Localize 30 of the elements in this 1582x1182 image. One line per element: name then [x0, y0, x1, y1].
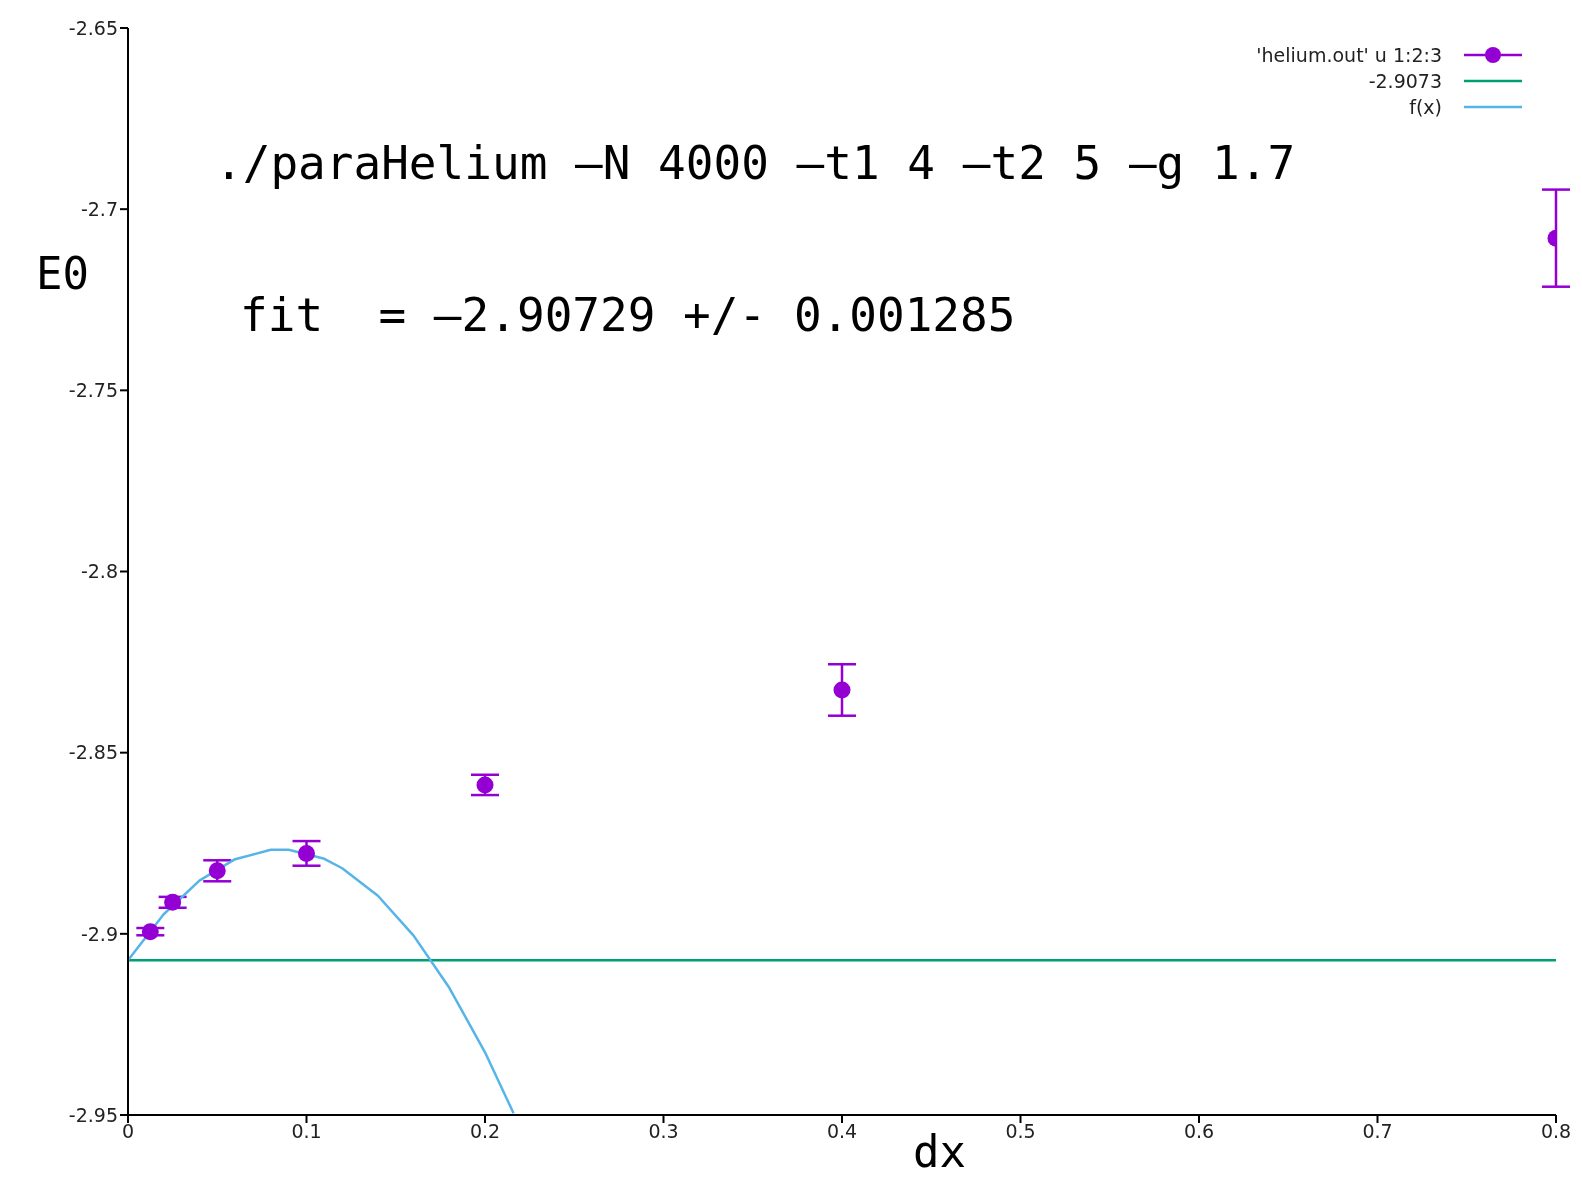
- legend-label: 'helium.out' u 1:2:3: [1256, 44, 1442, 66]
- point: [298, 844, 315, 862]
- x-tick-label: 0.6: [1183, 1120, 1215, 1143]
- annotation: fit = –2.90729 +/- 0.001285: [240, 288, 1016, 342]
- x-tick-label: 0.1: [291, 1120, 322, 1143]
- y-tick-label: -2.8: [80, 560, 118, 583]
- y-tick-label: -2.85: [68, 741, 118, 764]
- point: [833, 681, 851, 699]
- point: [141, 923, 159, 941]
- x-tick-label: 0.5: [1005, 1120, 1036, 1143]
- x-tick-label: 0.2: [469, 1120, 501, 1143]
- y-tick-label: -2.95: [68, 1103, 118, 1126]
- point: [208, 862, 226, 880]
- point: [164, 893, 182, 911]
- x-axis-title: dx: [913, 1126, 966, 1177]
- y-tick-label: -2.9: [80, 922, 118, 945]
- y-tick-label: -2.7: [80, 197, 118, 220]
- line-series: [128, 848, 515, 1115]
- y-tick-label: -2.75: [68, 379, 118, 402]
- x-tick-label: 0: [121, 1120, 135, 1143]
- y-axis-title: E0: [36, 248, 89, 299]
- point: [476, 776, 494, 794]
- annotation: ./paraHelium –N 4000 –t1 4 –t2 5 –g 1.7: [215, 136, 1296, 190]
- x-tick-label: 0.7: [1362, 1120, 1393, 1143]
- x-tick-label: 0.8: [1540, 1120, 1572, 1143]
- y-tick-label: -2.65: [68, 16, 118, 39]
- legend-label: f(x): [1409, 96, 1442, 118]
- legend-label: -2.9073: [1368, 70, 1442, 92]
- x-tick-label: 0.4: [826, 1120, 858, 1143]
- x-tick-label: 0.3: [648, 1120, 679, 1143]
